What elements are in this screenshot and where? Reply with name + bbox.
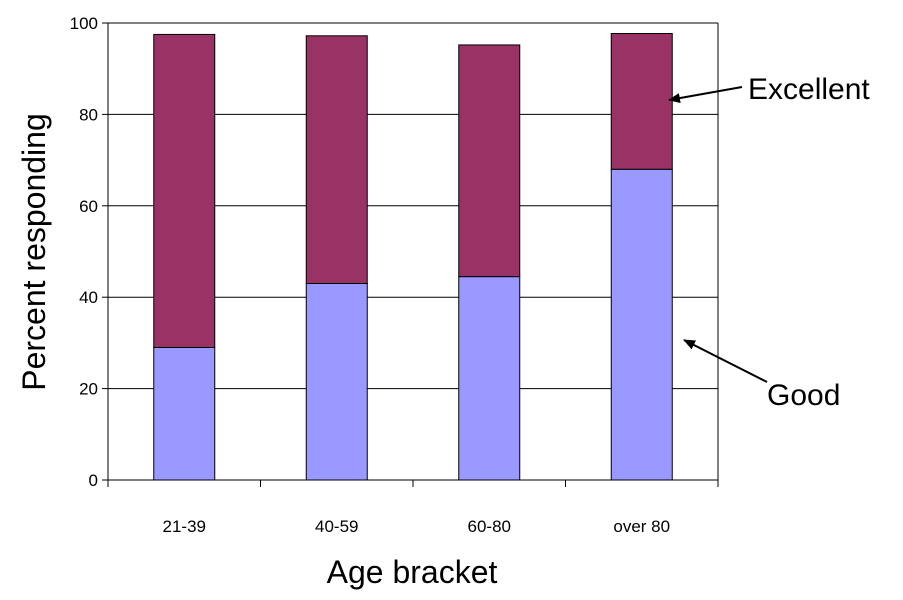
x-tick-labels: 21-39 40-59 60-80 over 80 — [107, 480, 719, 536]
annotation-excellent-arrow — [668, 86, 743, 103]
y-tick-label: 80 — [79, 105, 98, 124]
x-tick-label: 21-39 — [163, 517, 206, 536]
y-axis-title: Percent responding — [16, 113, 52, 391]
y-tick-label: 100 — [70, 14, 98, 33]
annotation-good-arrow — [683, 339, 768, 383]
y-tick-label: 40 — [79, 288, 98, 307]
bar-excellent-3 — [610, 33, 673, 170]
x-tick-label: over 80 — [613, 517, 670, 536]
x-tick-label: 40-59 — [315, 517, 358, 536]
x-axis-title: Age bracket — [327, 554, 498, 590]
bar-good-1 — [305, 282, 368, 481]
bar-good-0 — [153, 346, 216, 481]
y-tick-labels: 0 20 40 60 80 100 — [70, 14, 108, 490]
x-tick-label: 60-80 — [468, 517, 511, 536]
bars — [153, 33, 673, 481]
bar-good-3 — [610, 168, 673, 481]
bar-excellent-2 — [458, 44, 521, 278]
annotation-good-label: Good — [767, 379, 840, 412]
y-tick-label: 60 — [79, 197, 98, 216]
bar-excellent-0 — [153, 33, 216, 348]
y-tick-label: 20 — [79, 380, 98, 399]
y-tick-label: 0 — [89, 471, 98, 490]
annotation-excellent-label: Excellent — [748, 73, 870, 106]
bar-excellent-1 — [305, 35, 368, 284]
bar-good-2 — [458, 276, 521, 481]
